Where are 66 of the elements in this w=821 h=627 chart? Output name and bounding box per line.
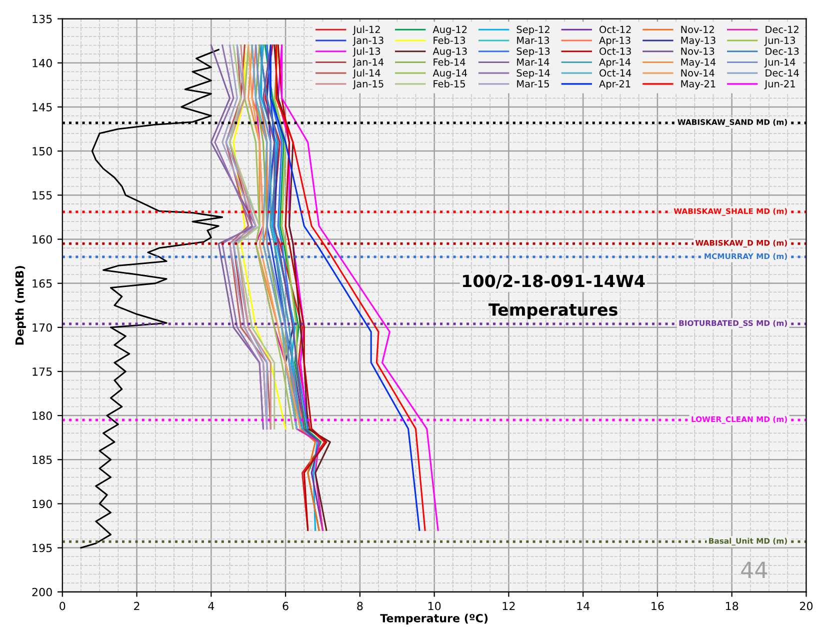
legend-label: Sep-14 [516, 69, 550, 78]
x-tick-label: 2 [134, 602, 140, 610]
legend-label: Jan-15 [352, 80, 384, 90]
legend-label: Sep-12 [516, 26, 550, 36]
y-axis-title: Depth (mKB) [15, 266, 26, 345]
legend-label: May-13 [681, 36, 716, 46]
legend-label: Dec-12 [766, 26, 798, 34]
legend-label: Jan-14 [352, 58, 384, 68]
y-tick-label: 155 [32, 191, 52, 200]
x-tick-label: 16 [652, 602, 664, 610]
legend-label: Dec-13 [766, 48, 799, 55]
legend-label: Nov-14 [681, 69, 714, 77]
y-tick-label: 175 [32, 368, 52, 376]
legend-label: Mar-15 [517, 80, 549, 88]
x-tick-label: 4 [208, 602, 214, 610]
y-tick-label: 185 [32, 456, 52, 464]
legend-label: Mar-14 [517, 58, 550, 66]
y-tick-label: 170 [32, 323, 52, 332]
x-tick-label: 12 [502, 602, 515, 610]
annotation: 100/2-18-091-14W4 [463, 274, 645, 289]
legend-label: Jun-13 [764, 36, 796, 46]
y-tick-label: 165 [32, 279, 52, 288]
legend-label: Sep-13 [516, 48, 550, 57]
legend-label: Feb-14 [434, 58, 466, 66]
legend-label: Feb-15 [434, 80, 465, 88]
legend-label: Dec-14 [766, 69, 799, 77]
annotation: Temperatures [488, 304, 618, 320]
legend-label: Feb-13 [434, 36, 466, 44]
legend-label: Oct-12 [600, 26, 631, 34]
legend-label: Jul-13 [352, 47, 380, 57]
legend-label: Apr-13 [599, 36, 630, 46]
x-tick-label: 8 [357, 602, 363, 610]
y-tick-label: 140 [32, 58, 52, 68]
legend-label: May-14 [681, 58, 716, 68]
legend-label: Oct-14 [600, 69, 632, 77]
y-tick-label: 145 [32, 103, 52, 112]
x-tick-label: 0 [60, 602, 66, 610]
legend-label: Apr-14 [599, 58, 631, 68]
legend-label: Jun-14 [764, 58, 796, 68]
x-axis-title: Temperature (ºC) [380, 614, 488, 625]
y-tick-label: 135 [32, 14, 52, 24]
legend-label: Oct-13 [600, 48, 631, 55]
legend-label: May-21 [681, 80, 716, 90]
x-tick-label: 10 [428, 602, 441, 610]
legend-label: Jan-13 [352, 36, 384, 46]
y-tick-label: 195 [32, 544, 52, 552]
legend-label: Mar-13 [517, 36, 550, 44]
y-tick-label: 150 [32, 147, 52, 156]
legend-label: Jul-14 [352, 69, 380, 78]
legend-label: Jun-21 [764, 80, 795, 90]
legend-label: Aug-12 [432, 26, 467, 36]
annotation: 44 [741, 562, 768, 578]
y-tick-label: 200 [32, 588, 52, 596]
y-tick-label: 180 [32, 412, 52, 420]
legend-label: Aug-13 [432, 48, 467, 57]
y-tick-label: 190 [32, 500, 52, 508]
legend-label: Jul-12 [352, 26, 380, 35]
legend-label: Aug-14 [432, 69, 468, 78]
legend-label: Nov-13 [681, 48, 714, 55]
x-tick-label: 20 [800, 602, 813, 610]
y-tick-label: 160 [32, 235, 52, 244]
x-tick-label: 18 [726, 602, 738, 610]
x-tick-label: 14 [577, 602, 590, 610]
x-tick-label: 6 [282, 602, 288, 610]
legend-label: Nov-12 [681, 26, 714, 34]
legend-label: Apr-21 [599, 80, 630, 90]
